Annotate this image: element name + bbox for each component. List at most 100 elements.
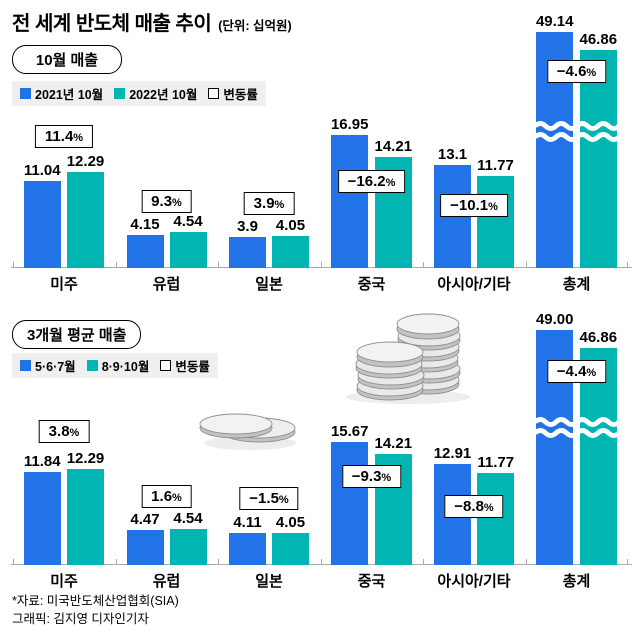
bar-group-china: −9.3% 15.67 14.21 중국 — [321, 310, 423, 590]
bar-value-label: 3.9 — [237, 218, 258, 236]
bar-value-label: 12.91 — [433, 444, 472, 462]
bar-series1 — [331, 134, 369, 268]
category-label: 일본 — [255, 573, 283, 590]
change-rate-box: −8.8% — [444, 495, 504, 518]
percent-sign: % — [274, 199, 285, 211]
bar-group-europe: 9.3% 4.15 4.54 유럽 — [116, 14, 218, 293]
axis-tick — [423, 262, 424, 268]
bar-group-asia-other: −10.1% 13.1 11.77 아시아/기타 — [423, 14, 525, 293]
category-label: 총계 — [562, 276, 591, 293]
bar-value-label: 4.11 — [233, 513, 262, 531]
bar-group-asia-other: −8.8% 12.91 11.77 아시아/기타 — [423, 310, 525, 590]
bottom-chart-legend: 5·6·7월 8·9·10월 변동률 — [12, 353, 218, 378]
bar-group-total: −4.6% 49.14 46.86 총계 — [526, 13, 628, 293]
bar-pair: 13.1 11.77 — [423, 146, 525, 268]
bar-group-japan: −1.5% 4.11 4.05 일본 — [218, 310, 320, 590]
bar-value-label: 49.14 — [535, 13, 574, 30]
legend-item-change: 변동률 — [208, 84, 258, 103]
bar-series1 — [126, 529, 164, 565]
x-axis-line — [11, 267, 632, 268]
change-rate-box: −10.1% — [440, 194, 508, 217]
change-rate-value: 9.3 — [151, 193, 173, 210]
bar-series2 — [272, 236, 309, 268]
bar-pair: 4.47 4.54 — [116, 510, 218, 565]
change-rate-value: 3.8 — [48, 423, 70, 440]
bar-series1 — [331, 442, 369, 565]
top-chart-badge: 10월 매출 — [12, 45, 122, 74]
bar-group-japan: 3.9% 3.9 4.05 일본 — [218, 14, 320, 293]
bar-value-label: 4.54 — [173, 510, 203, 528]
percent-sign: % — [172, 492, 182, 504]
legend-item-change: 변동률 — [160, 356, 210, 375]
bottom-chart-plot: 3.8% 11.84 12.29 미주 1.6% 4.47 4.54 유럽 −1… — [11, 310, 632, 590]
bar-value-label: 11.04 — [23, 162, 61, 180]
percent-sign: % — [172, 197, 182, 209]
bar-value-label: 12.29 — [66, 152, 105, 170]
bar-pair: 11.04 12.29 — [13, 152, 115, 268]
change-rate-value: −10.1 — [450, 197, 489, 214]
axis-tick — [115, 559, 117, 565]
page-title: 전 세계 반도체 매출 추이 — [12, 13, 212, 35]
bar-pair: 4.11 4.05 — [218, 514, 320, 565]
top-chart-plot: 11.4% 11.04 12.29 미주 9.3% 4.15 4.54 유럽 3… — [11, 13, 632, 293]
legend-item-series1: 2021년 10월 — [20, 84, 103, 103]
coin-pair-illustration — [199, 413, 296, 450]
footer: *자료: 미국반도체산업협회(SIA) 그래픽: 김지영 디자인기자 — [12, 592, 179, 628]
change-rate-value: −4.4 — [556, 363, 587, 380]
percent-sign: % — [381, 472, 392, 484]
unit-note: (단위: 십억원) — [218, 19, 292, 33]
percent-sign: % — [73, 132, 84, 144]
bar-series2 — [169, 232, 207, 268]
change-rate-box: 3.8% — [38, 420, 90, 443]
legend-label-change: 변동률 — [223, 88, 258, 102]
legend-item-series2: 2022년 10월 — [114, 84, 197, 103]
bar-series2 — [66, 468, 104, 565]
legend-label-series1: 5·6·7월 — [35, 360, 76, 374]
source-note: *자료: 미국반도체산업협회(SIA) — [12, 594, 179, 608]
bar-pair: 15.67 14.21 — [321, 423, 423, 565]
axis-break-wave-icon — [534, 121, 619, 142]
bar-group-americas: 3.8% 11.84 12.29 미주 — [13, 310, 115, 590]
series1-swatch-icon — [20, 360, 31, 371]
percent-sign: % — [488, 201, 498, 213]
bar-value-label: 16.95 — [330, 115, 369, 133]
bar-group-europe: 1.6% 4.47 4.54 유럽 — [116, 310, 218, 590]
percent-sign: % — [586, 67, 597, 79]
change-rate-value: 1.6 — [151, 488, 173, 505]
bar-group-total: −4.4% 49.00 46.86 총계 — [526, 310, 628, 590]
category-label: 아시아/기타 — [437, 276, 511, 293]
change-rate-value: −9.3 — [351, 468, 382, 485]
axis-tick — [320, 262, 322, 268]
bottom-chart-badge: 3개월 평균 매출 — [12, 320, 142, 349]
category-label: 미주 — [50, 276, 78, 293]
legend-label-change: 변동률 — [175, 360, 210, 374]
axis-tick — [13, 262, 14, 268]
series2-swatch-icon — [86, 360, 98, 371]
bar-value-label: 4.05 — [275, 217, 306, 235]
category-label: 중국 — [357, 573, 386, 590]
category-label: 일본 — [255, 276, 283, 293]
change-rate-box: 1.6% — [141, 485, 192, 508]
change-rate-box: 11.4% — [34, 125, 94, 148]
percent-sign: % — [278, 494, 289, 506]
series2-swatch-icon — [114, 88, 126, 99]
bar-series1 — [229, 532, 266, 565]
top-chart-legend: 2021년 10월 2022년 10월 변동률 — [12, 81, 266, 106]
legend-item-series1: 5·6·7월 — [20, 356, 76, 375]
bar-pair: 4.15 4.54 — [116, 213, 218, 268]
bar-series2 — [579, 50, 617, 268]
change-rate-value: 3.9 — [253, 195, 275, 212]
legend-label-series2: 8·9·10월 — [101, 360, 150, 374]
change-rate-value: 11.4 — [44, 128, 74, 145]
credit-note: 그래픽: 김지영 디자인기자 — [12, 612, 149, 626]
bar-value-label: 4.47 — [130, 510, 160, 528]
category-label: 미주 — [50, 573, 78, 590]
axis-tick — [525, 262, 527, 268]
bar-value-label: 11.77 — [477, 156, 514, 174]
axis-tick — [218, 262, 219, 268]
axis-tick — [627, 559, 628, 565]
percent-sign: % — [69, 427, 80, 439]
category-label: 아시아/기타 — [437, 573, 511, 590]
change-rate-box: −4.4% — [546, 360, 607, 383]
